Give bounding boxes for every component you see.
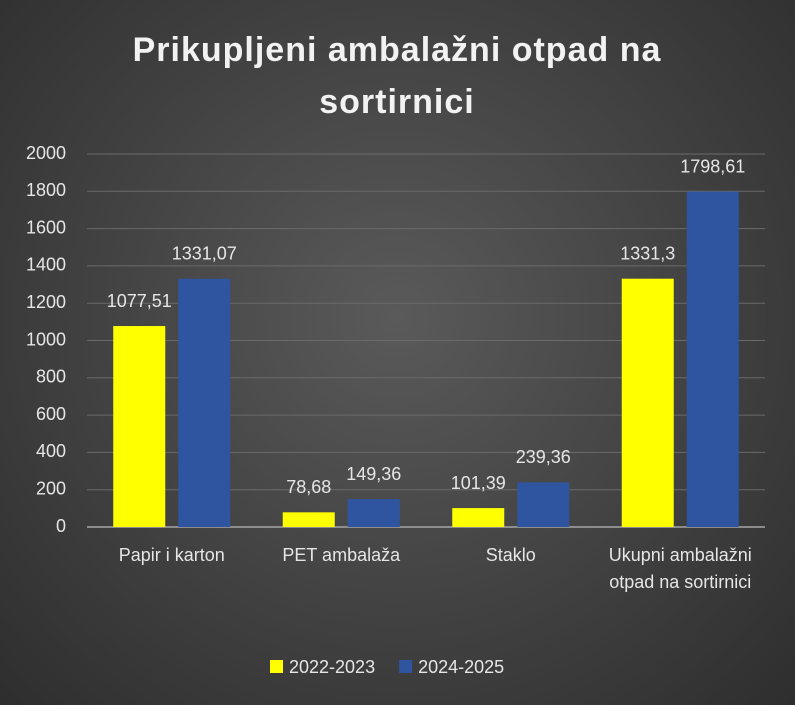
bar: [178, 278, 231, 527]
y-tick-label: 1000: [26, 329, 66, 349]
bar: [452, 508, 505, 527]
y-tick-label: 2000: [26, 143, 66, 163]
bar: [517, 482, 570, 527]
bar: [621, 278, 674, 527]
y-tick-label: 600: [36, 404, 66, 424]
data-label: 78,68: [286, 477, 331, 497]
x-tick-label: PET ambalaža: [282, 545, 401, 565]
bar: [686, 191, 739, 527]
x-tick-label: Staklo: [485, 545, 536, 565]
legend-label: 2024-2025: [418, 657, 504, 677]
data-label: 1331,07: [172, 244, 237, 264]
y-tick-label: 1600: [26, 217, 66, 237]
y-tick-label: 800: [36, 367, 66, 387]
data-label: 1331,3: [620, 243, 675, 263]
bar: [347, 499, 400, 527]
legend-swatch: [270, 660, 283, 673]
chart-title: Prikupljeni ambalažni otpad na sortirnic…: [132, 31, 662, 121]
y-tick-label: 0: [56, 516, 66, 536]
data-label: 1798,61: [680, 156, 745, 176]
bar: [282, 512, 335, 527]
x-tick-label: Ukupni ambalažni otpad na sortirnici: [608, 545, 752, 592]
y-tick-label: 1400: [26, 255, 66, 275]
legend-swatch: [399, 660, 413, 673]
y-tick-label: 200: [36, 478, 66, 498]
data-label: 239,36: [516, 447, 571, 467]
x-tick-label: Papir i karton: [118, 545, 225, 565]
y-tick-label: 1800: [26, 180, 66, 200]
bar: [113, 326, 166, 527]
data-label: 1077,51: [107, 291, 172, 311]
y-tick-label: 400: [36, 441, 66, 461]
y-tick-label: 1200: [26, 292, 66, 312]
data-label: 149,36: [346, 464, 401, 484]
data-label: 101,39: [451, 473, 506, 493]
legend-label: 2022-2023: [289, 657, 375, 677]
